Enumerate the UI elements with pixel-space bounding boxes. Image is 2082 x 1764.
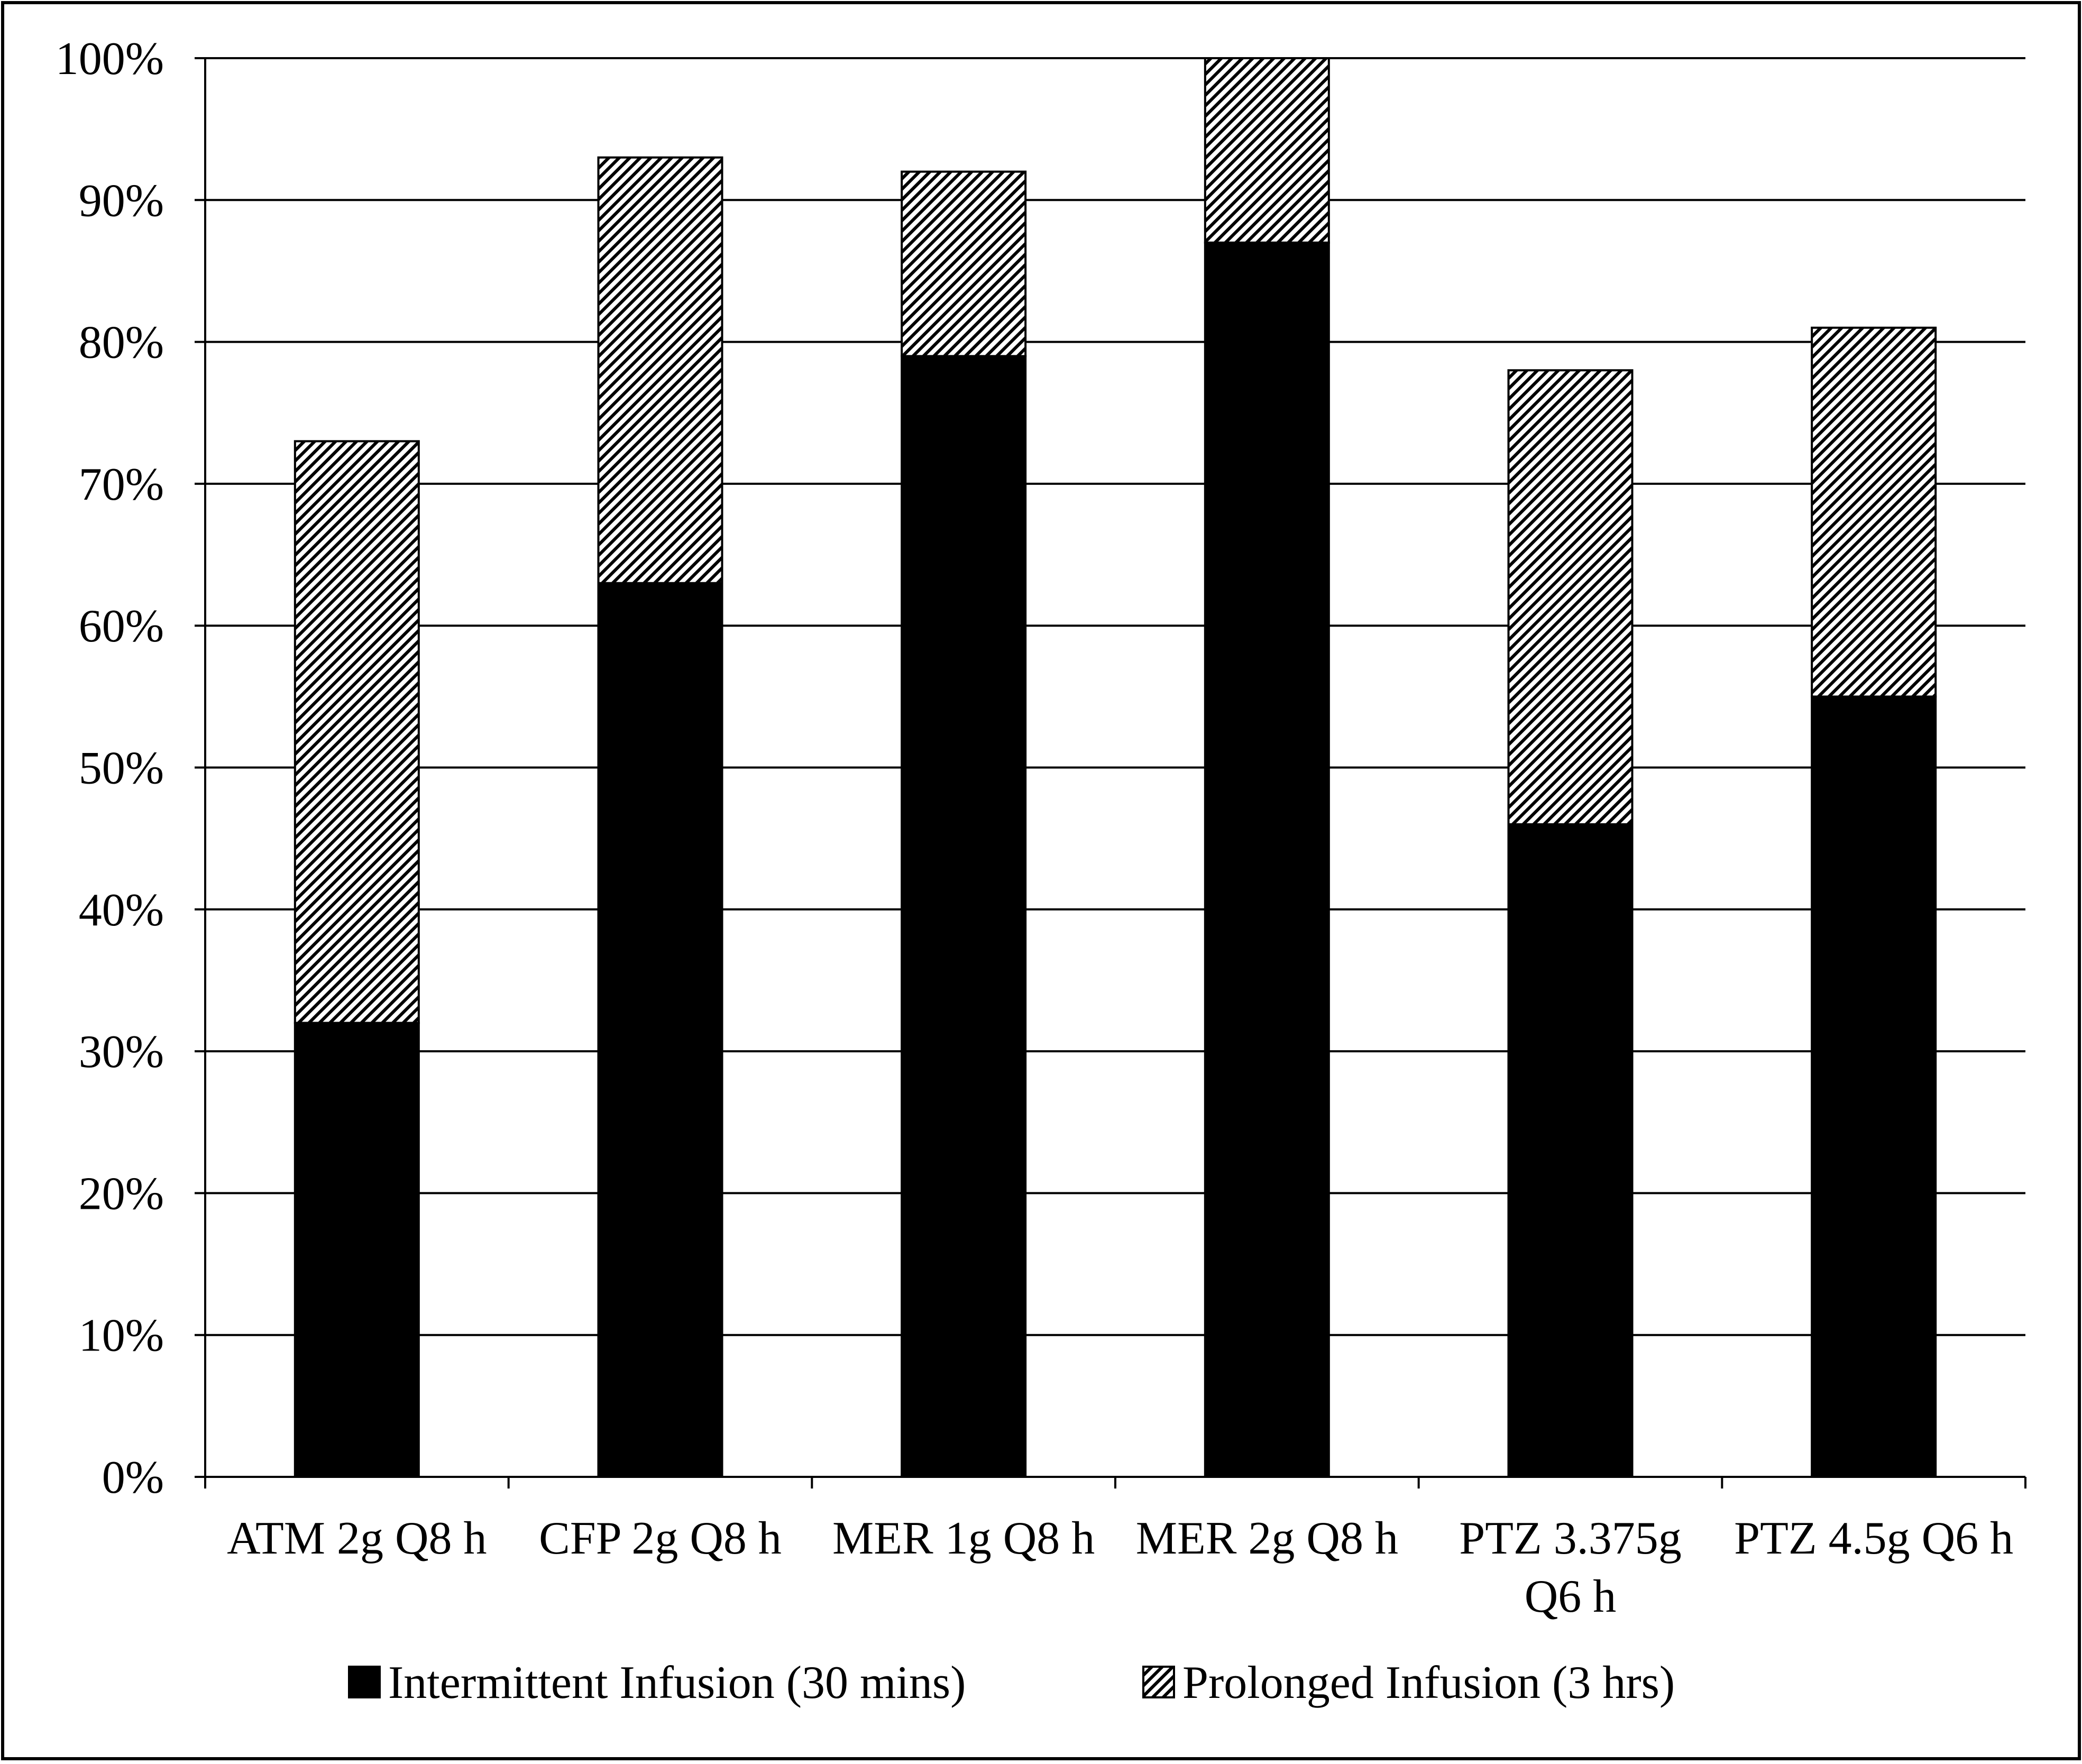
y-tick-label: 90% (79, 175, 164, 226)
gridlines (195, 57, 2025, 1478)
bar-prolonged (1204, 57, 1330, 244)
y-tick-label: 100% (56, 33, 164, 85)
x-tick-label: ATM 2g Q8 h (227, 1513, 487, 1564)
bar-intermittent (901, 355, 1027, 1478)
y-tick-label: 30% (79, 1026, 164, 1078)
legend: Intermittent Infusion (30 mins) Prolonged… (348, 1657, 1675, 1708)
y-tick-label: 50% (79, 743, 164, 794)
y-tick-label: 10% (79, 1310, 164, 1362)
bar-prolonged (597, 156, 723, 584)
y-tick-label: 70% (79, 459, 164, 510)
legend-swatch-intermittent (348, 1666, 381, 1698)
bar-intermittent (294, 1022, 420, 1478)
x-tick-label: PTZ 4.5g Q6 h (1734, 1513, 2013, 1564)
bar-prolonged (294, 440, 420, 1024)
bar-intermittent (597, 582, 723, 1478)
y-tick-label: 20% (79, 1168, 164, 1219)
x-tick-label: PTZ 3.375g Q6 h (1459, 1513, 1681, 1622)
x-axis-tick-labels: ATM 2g Q8 h CFP 2g Q8 h MER 1g Q8 h MER 2g … (227, 1513, 2013, 1622)
bars (294, 57, 1937, 1478)
y-tick-label: 0% (102, 1452, 164, 1503)
y-tick-label: 80% (79, 317, 164, 369)
bar-prolonged (1507, 369, 1634, 825)
axes (195, 58, 2026, 1489)
bar-intermittent (1204, 241, 1330, 1478)
legend-label-intermittent: Intermittent Infusion (30 mins) (388, 1657, 966, 1708)
bar-prolonged (901, 170, 1027, 357)
y-tick-label: 40% (79, 885, 164, 936)
bar-intermittent (1507, 823, 1634, 1478)
x-tick-label: CFP 2g Q8 h (539, 1513, 782, 1564)
bar-prolonged (1811, 326, 1937, 698)
y-axis-tick-labels: 0% 10% 20% 30% 40% 50% 60% 70% 80% 90% 100% (56, 33, 164, 1503)
y-tick-label: 60% (79, 601, 164, 652)
legend-label-prolonged: Prolonged Infusion (3 hrs) (1182, 1657, 1675, 1708)
x-tick-label: MER 1g Q8 h (832, 1513, 1095, 1564)
bar-intermittent (1811, 695, 1937, 1478)
x-tick-label: MER 2g Q8 h (1136, 1513, 1398, 1564)
legend-swatch-prolonged (1142, 1666, 1175, 1698)
